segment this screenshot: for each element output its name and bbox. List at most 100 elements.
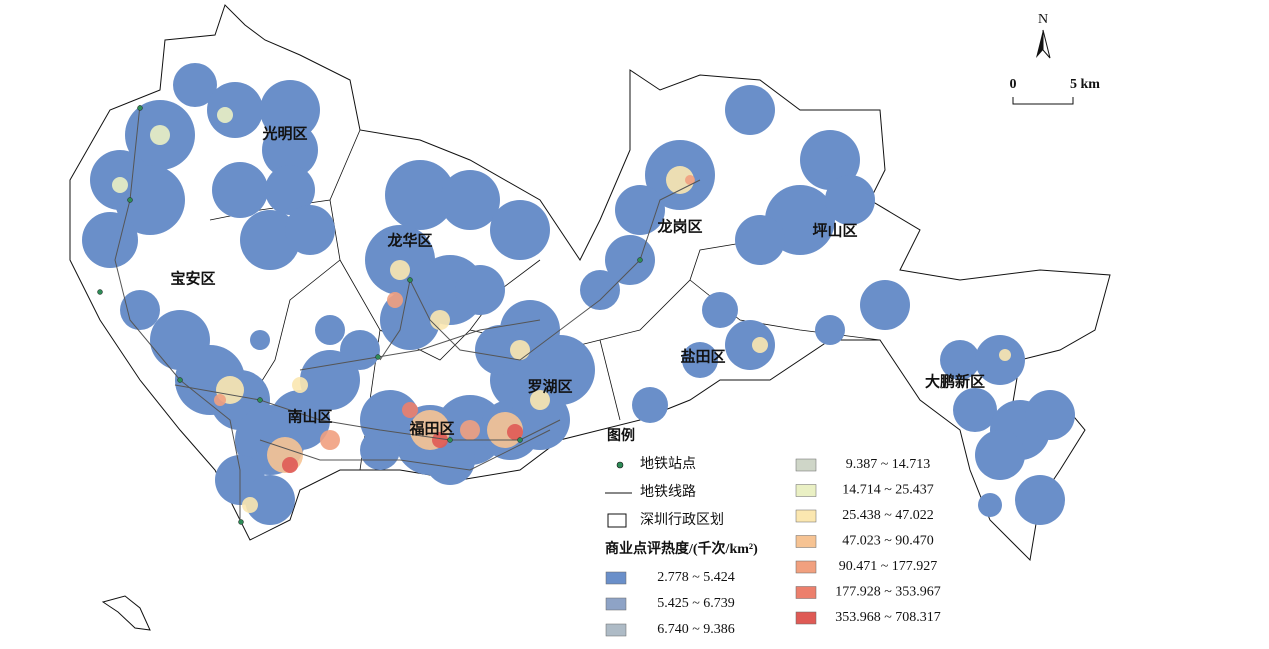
class-swatch [605,597,627,611]
class-swatch [795,535,817,548]
heat-area [250,330,270,350]
heat-area [815,315,845,345]
class-label: 9.387 ~ 14.713 [846,457,931,472]
class-swatch [795,611,817,625]
heat-hotspot [432,432,448,448]
metro-station [257,397,263,403]
heat-area [725,320,775,370]
class-label: 90.471 ~ 177.927 [839,559,938,574]
heat-area [800,130,860,190]
scale-start: 0 [1010,77,1017,92]
heat-area [632,387,668,423]
legend-label: 地铁线路 [640,484,696,500]
heat-hotspot [390,260,410,280]
heat-area [240,210,300,270]
heat-area [173,63,217,107]
heat-area [682,342,718,378]
metro-line [379,179,701,361]
class-swatch [795,458,817,472]
class-label: 47.023 ~ 90.470 [842,534,934,549]
heat-hotspot [530,390,550,410]
heat-area [490,200,550,260]
metro-station [637,257,643,263]
heat-area [1015,475,1065,525]
legend-label: 地铁站点 [640,456,696,472]
district-label: 坪山区 [812,222,857,239]
heat-area [1025,390,1075,440]
metro-station [177,377,183,383]
metro-station [97,289,103,295]
heat-area [245,475,295,525]
heat-area [940,340,980,380]
district-label: 南山区 [287,407,332,425]
heat-area [340,330,380,370]
heat-hotspot [217,107,233,123]
heat-area [580,270,620,310]
legend-label: 深圳行政区划 [640,512,724,528]
heat-area [385,160,455,230]
heat-hotspot [242,497,258,513]
scale-bar: 0 5 km [1010,77,1100,105]
district-label: 龙华区 [386,231,432,249]
island [101,595,151,631]
metro-layer [97,104,701,525]
heat-area [975,335,1025,385]
boundary-symbol [607,513,627,528]
scale-line [1012,97,1074,105]
heat-layer [82,63,1075,525]
heat-area [702,292,738,328]
scale-end: 5 km [1070,77,1100,92]
heat-hotspot [320,430,340,450]
heat-hotspot [282,457,298,473]
class-label: 177.928 ~ 353.967 [835,585,941,600]
class-label: 353.968 ~ 708.317 [835,610,941,625]
heat-hotspot [460,420,480,440]
north-arrow [1036,30,1043,58]
metro-station [127,197,133,203]
district-label: 宝安区 [170,269,215,287]
heat-area [455,265,505,315]
heat-hotspot [214,394,226,406]
metro-station [447,437,453,443]
heat-area [975,430,1025,480]
class-swatch [605,623,627,637]
class-swatch [795,560,817,574]
compass: N [1036,12,1051,59]
heat-hotspot [402,402,418,418]
heat-area [440,170,500,230]
heat-hotspot [685,175,695,185]
heat-area [978,493,1002,517]
heat-area [825,175,875,225]
district-label: 龙岗区 [656,217,702,235]
class-label: 14.714 ~ 25.437 [842,483,934,498]
heat-hotspot [292,377,308,393]
metro-station [137,105,143,111]
metro-station [407,277,413,283]
heat-area [953,388,997,432]
heat-area [212,162,268,218]
legend: 图例 地铁站点 地铁线路 深圳行政区划 商业点评热度/(千次/km²) 2.77… [605,427,941,637]
heat-area [285,205,335,255]
district-label: 盐田区 [680,347,725,365]
metro-station [238,519,244,525]
heat-area [605,235,655,285]
heat-area [300,350,360,410]
district-label: 罗湖区 [527,378,572,395]
district-label: 光明区 [261,124,307,142]
legend-title: 图例 [607,427,635,444]
heat-hotspot [150,125,170,145]
heat-area [360,430,400,470]
north-arrow [1042,29,1051,59]
class-label: 6.740 ~ 9.386 [657,622,735,637]
heat-area [315,315,345,345]
district-label: 大鹏新区 [925,372,985,390]
metro-station [517,437,523,443]
heat-hotspot [430,310,450,330]
legend-classes: 2.778 ~ 5.424 5.425 ~ 6.739 6.740 ~ 9.386 9… [605,457,941,637]
class-swatch [795,509,817,523]
heat-area [207,82,263,138]
metro-line [114,104,241,520]
heat-area [725,85,775,135]
